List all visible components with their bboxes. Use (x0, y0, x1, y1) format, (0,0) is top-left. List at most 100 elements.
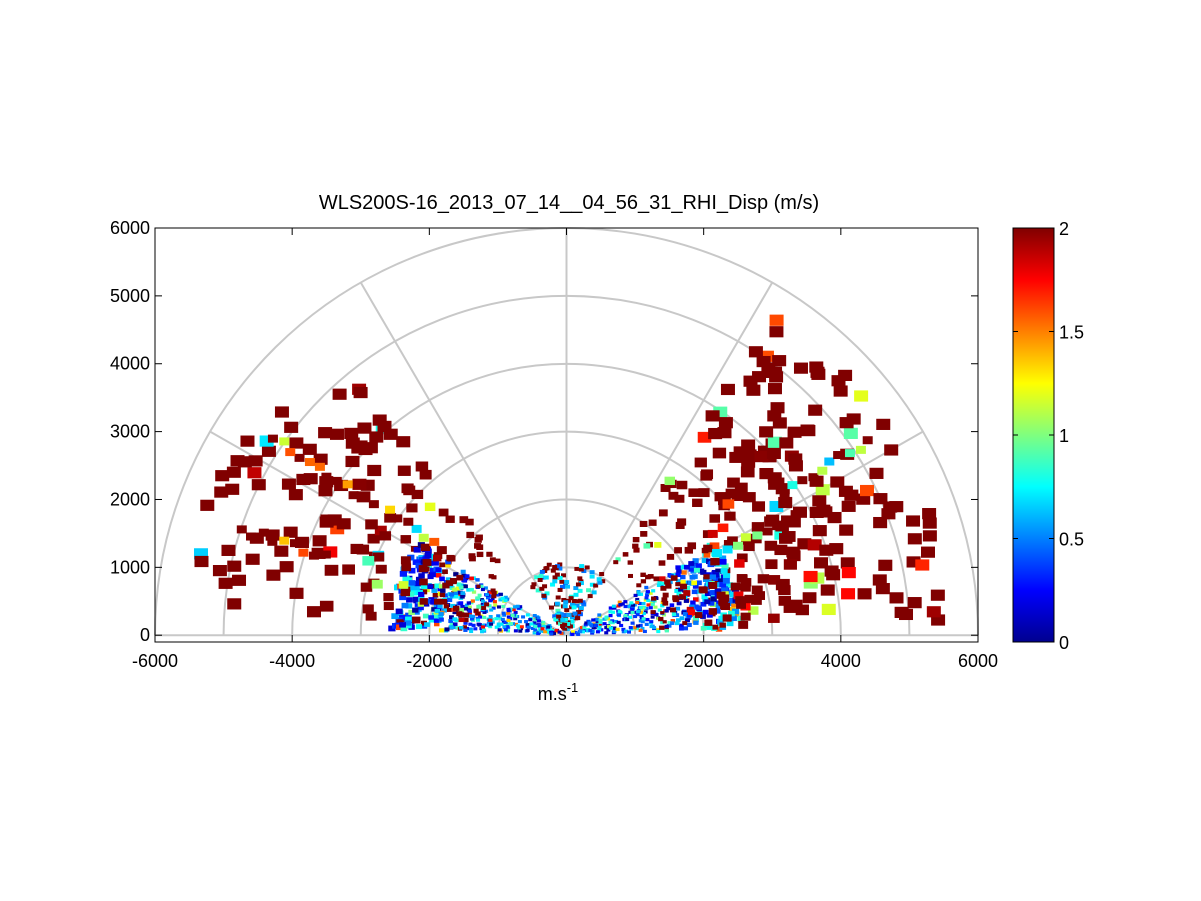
data-cell (818, 506, 833, 518)
data-cell (478, 615, 483, 619)
data-cell (576, 632, 581, 636)
data-cell (578, 567, 584, 572)
data-cell (720, 568, 728, 574)
data-cell (552, 629, 557, 633)
data-cell (608, 613, 613, 618)
data-cell (622, 552, 629, 557)
data-cell (458, 585, 464, 590)
data-cell (476, 584, 481, 588)
data-cell (570, 632, 575, 636)
data-cell (915, 559, 930, 571)
data-cell (494, 617, 499, 621)
data-cell (560, 623, 566, 628)
data-cell (717, 578, 725, 584)
data-cell (604, 631, 609, 635)
data-cell (617, 610, 622, 614)
data-cell (706, 612, 713, 618)
data-cell (641, 611, 646, 616)
data-cell (506, 618, 511, 623)
data-cell (500, 596, 505, 600)
data-cell (926, 606, 941, 618)
data-cell (546, 627, 551, 631)
data-cell (480, 587, 485, 592)
data-cell (411, 489, 424, 500)
data-cell (420, 543, 431, 552)
data-cell (434, 621, 440, 627)
data-cell (403, 517, 414, 526)
data-cell (688, 566, 695, 572)
data-cell (536, 616, 541, 620)
data-cell (374, 525, 387, 536)
data-cell (476, 604, 482, 609)
data-cell (650, 602, 655, 607)
data-cell (408, 567, 416, 574)
data-cell (447, 555, 456, 562)
data-cell (607, 624, 612, 629)
data-cell (660, 604, 665, 608)
data-cell (606, 628, 611, 632)
data-cell (445, 515, 455, 523)
data-cell (636, 590, 641, 594)
data-cell (452, 622, 458, 627)
data-cell (659, 625, 665, 630)
data-cell (660, 621, 665, 625)
data-cell (629, 601, 634, 605)
data-cell (700, 614, 706, 619)
data-cell (686, 622, 692, 628)
colorbar-tick-label: 2 (1059, 219, 1069, 239)
angle-spoke (359, 282, 568, 636)
data-cell (490, 588, 496, 593)
data-cell (638, 619, 643, 623)
data-cell (435, 572, 442, 578)
data-cell (645, 590, 650, 594)
data-cell (415, 576, 423, 583)
data-cell (498, 592, 503, 596)
data-cell (463, 584, 468, 589)
data-cell (713, 406, 728, 418)
data-cell (598, 620, 603, 624)
data-cell (573, 631, 578, 635)
data-cell (716, 619, 724, 625)
data-cell (469, 587, 474, 592)
data-cell (664, 579, 671, 585)
data-cell (438, 611, 444, 617)
data-cell (517, 620, 522, 624)
data-cell (589, 624, 594, 628)
data-cell (650, 615, 655, 619)
data-cell (471, 590, 477, 594)
data-cell (689, 574, 696, 580)
data-cell (247, 467, 262, 479)
data-cell (718, 555, 727, 562)
data-cell (405, 616, 412, 622)
data-cell (465, 518, 474, 526)
data-cell (445, 559, 451, 565)
data-cell (303, 473, 318, 485)
data-cell (721, 586, 728, 592)
data-cell (543, 630, 548, 634)
data-cell (617, 600, 622, 604)
data-cell (684, 546, 693, 554)
data-cell (574, 599, 580, 604)
data-cell (372, 552, 385, 562)
data-cell (475, 578, 480, 582)
data-cell (306, 606, 321, 618)
data-cell (701, 557, 709, 563)
data-cell (889, 592, 904, 604)
data-cell (484, 602, 490, 607)
data-cell (515, 624, 520, 628)
data-cell (678, 623, 684, 628)
data-cell (487, 604, 492, 608)
data-cell (486, 621, 491, 626)
data-cell (609, 626, 614, 630)
data-cell (528, 618, 533, 622)
data-cell (530, 626, 535, 631)
data-cell (502, 613, 507, 617)
data-cell (452, 587, 458, 592)
data-cell (638, 610, 643, 614)
data-cell (383, 593, 394, 602)
data-cell (503, 628, 508, 632)
data-cell (821, 603, 836, 616)
data-cell (635, 613, 640, 617)
data-cell (359, 493, 370, 502)
data-cell (675, 572, 681, 577)
